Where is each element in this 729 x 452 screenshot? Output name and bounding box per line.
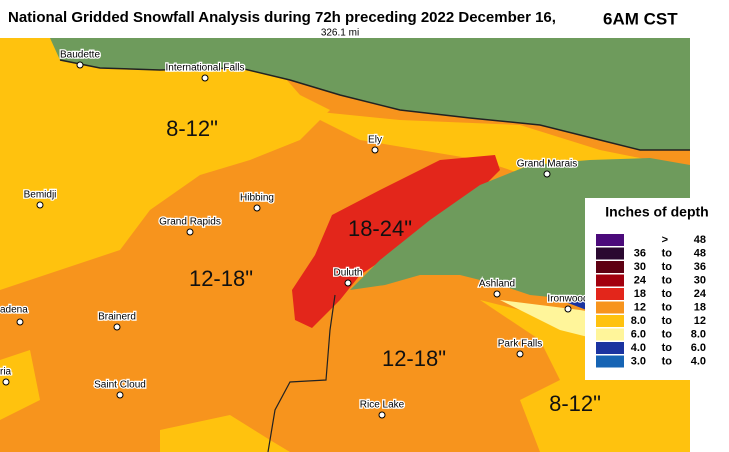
city-label: Baudette: [60, 50, 100, 61]
legend: Inches of depth >48 36 to 48 30 to 36 24 to 30 18 t…: [585, 198, 729, 380]
legend-text: 24: [634, 274, 647, 286]
legend-text: 8.0: [631, 315, 646, 327]
cities: Baudette International Falls Ely Grand Mara…: [0, 48, 590, 419]
legend-text: to: [662, 247, 673, 259]
legend-text: 30: [694, 274, 706, 286]
city-dot: [2, 378, 10, 386]
city-dot: [76, 61, 84, 69]
legend-text: to: [662, 261, 673, 273]
time: 6AM CST: [603, 9, 678, 28]
legend-swatch: [596, 247, 624, 260]
legend-text: to: [662, 355, 673, 367]
snow-8-12-sw: [160, 415, 290, 452]
city-dot: [344, 279, 352, 287]
region-label: 18-24": [348, 216, 412, 241]
legend-text: 8.0: [691, 328, 706, 340]
canada: [50, 38, 690, 150]
city-dot: [371, 146, 379, 154]
city-label: Rice Lake: [360, 400, 405, 411]
city-label: Ironwood: [547, 294, 588, 305]
scale: 326.1 mi: [321, 28, 359, 39]
snow-8-12-w: [0, 350, 40, 420]
legend-text: to: [662, 342, 673, 354]
region-label: 8-12": [549, 391, 601, 416]
legend-swatch: [596, 261, 624, 273]
region-labels: 8-12" 18-24" 12-18" 12-18" 8-12": [166, 116, 601, 416]
city-dot: [543, 170, 551, 178]
region-label: 12-18": [189, 266, 253, 291]
city-label: Bemidji: [24, 190, 57, 201]
city-label: Ely: [368, 135, 382, 146]
city-label: adena: [0, 305, 28, 316]
border: [59, 59, 690, 151]
legend-text: 4.0: [631, 342, 646, 354]
legend-text: 18: [694, 301, 706, 313]
legend-text: 4.0: [691, 355, 706, 367]
city-dot: [113, 323, 121, 331]
region-label: 12-18": [382, 346, 446, 371]
city-dot: [516, 350, 524, 358]
region-label: 8-12": [166, 116, 218, 141]
legend-text: 12: [634, 301, 646, 313]
city-label: International Falls: [166, 63, 245, 74]
city-dot: [378, 411, 386, 419]
legend-title: Inches of depth: [605, 204, 708, 220]
city-dot: [16, 318, 24, 326]
city-dot: [116, 391, 124, 399]
legend-text: 3.0: [631, 355, 646, 367]
city-dot: [186, 228, 194, 236]
city-label: Grand Marais: [517, 159, 578, 170]
city-label: Park Falls: [498, 339, 542, 350]
city-dot: [493, 290, 501, 298]
legend-swatch: [596, 315, 624, 327]
snow-8-12-nw: [0, 38, 330, 290]
city-label: Hibbing: [240, 193, 274, 204]
legend-text: 24: [694, 288, 707, 300]
legend-swatch: [596, 301, 624, 314]
city-label: ria: [0, 367, 12, 378]
legend-text: to: [662, 301, 673, 313]
city-label: Grand Rapids: [159, 217, 221, 228]
city-dot: [201, 74, 209, 82]
legend-text: 48: [694, 247, 706, 259]
legend-swatch: [596, 288, 624, 300]
legend-swatch: [596, 274, 624, 287]
legend-text: 36: [694, 261, 706, 273]
legend-text: 36: [634, 247, 646, 259]
legend-text: to: [662, 288, 673, 300]
city-label: Brainerd: [98, 312, 136, 323]
legend-text: 30: [634, 261, 646, 273]
city-dot: [253, 204, 261, 212]
legend-swatch: [596, 342, 624, 354]
legend-text: >: [662, 234, 668, 246]
legend-swatch: [596, 355, 624, 368]
city-dot: [564, 305, 572, 313]
legend-swatch: [596, 234, 624, 246]
title: National Gridded Snowfall Analysis durin…: [8, 9, 556, 26]
legend-text: 6.0: [691, 342, 706, 354]
city-label: Duluth: [334, 268, 363, 279]
city-dot: [36, 201, 44, 209]
legend-text: 6.0: [631, 328, 646, 340]
legend-text: to: [662, 328, 673, 340]
legend-text: to: [662, 274, 673, 286]
legend-text: 48: [694, 234, 706, 246]
legend-text: to: [662, 315, 673, 327]
title-banner: [0, 0, 729, 38]
city-label: Saint Cloud: [94, 380, 146, 391]
legend-text: 18: [634, 288, 646, 300]
city-label: Ashland: [479, 279, 515, 290]
state-border: [267, 294, 336, 452]
legend-swatch: [596, 328, 624, 341]
legend-text: 12: [694, 315, 706, 327]
snow-18-24: [292, 155, 500, 328]
